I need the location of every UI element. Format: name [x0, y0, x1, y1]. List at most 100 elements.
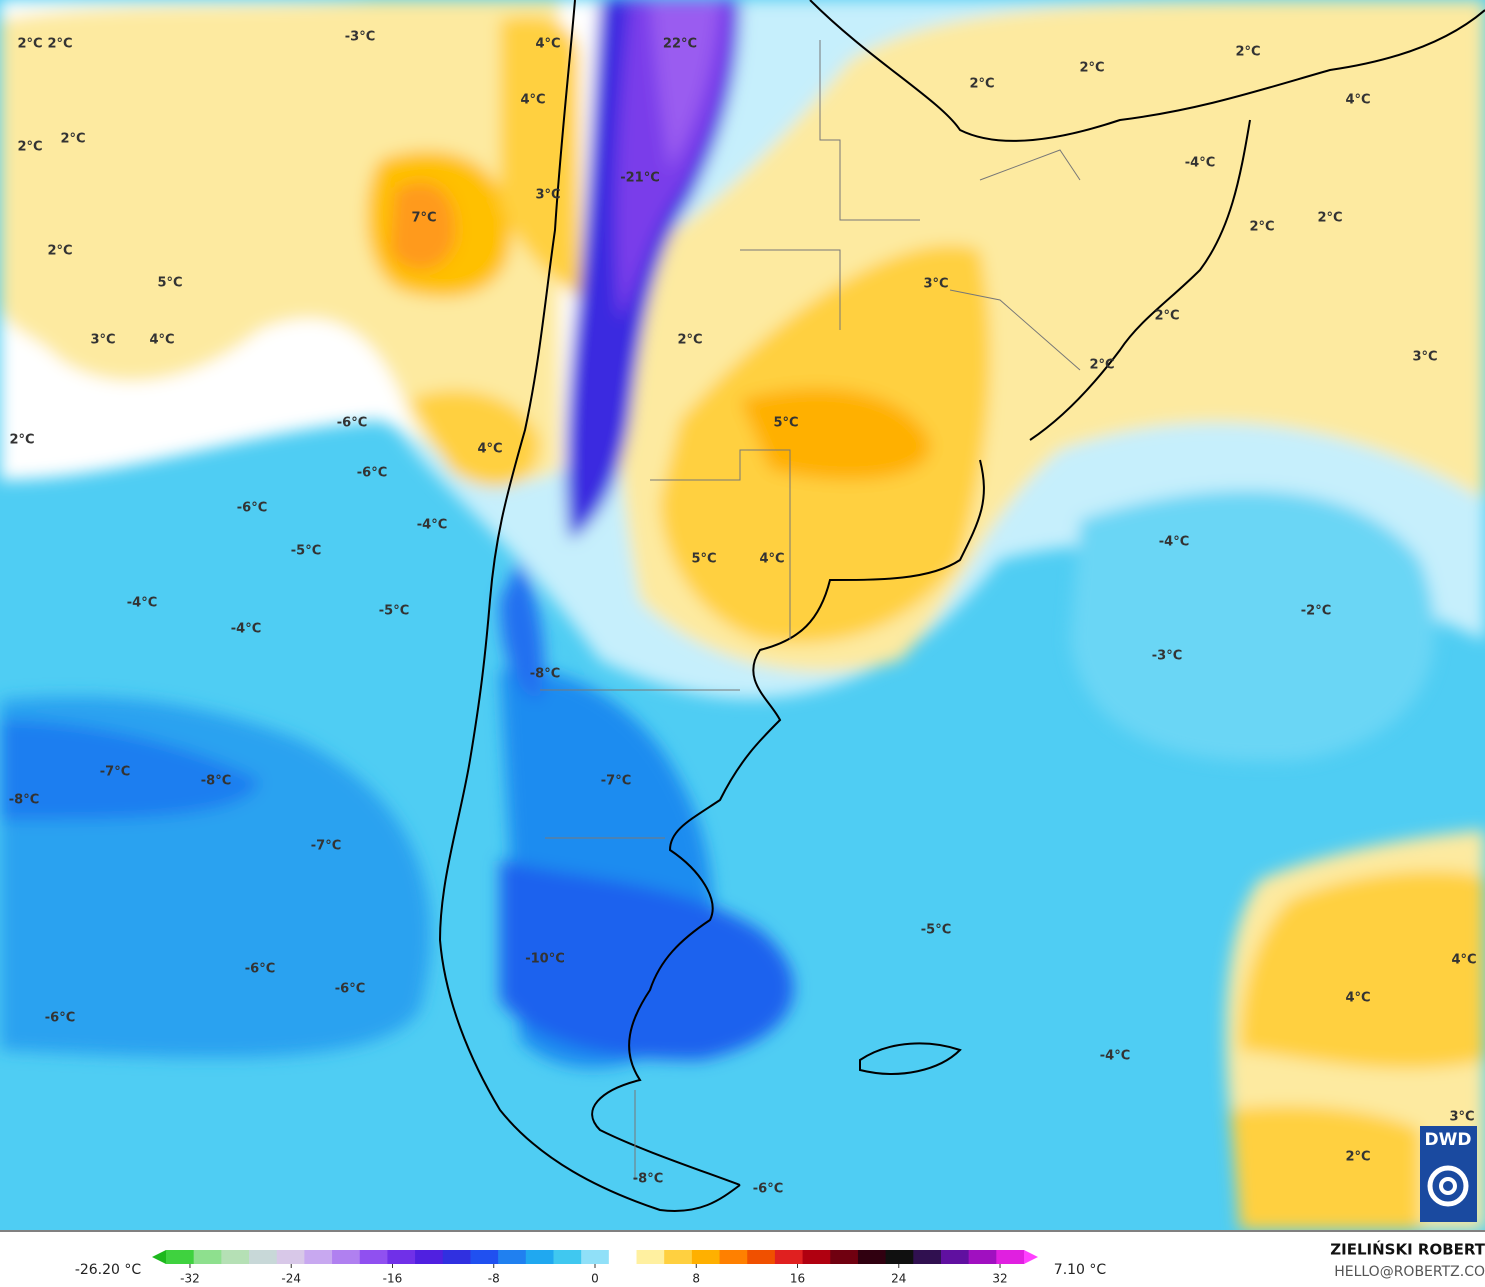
borders — [540, 40, 1081, 1180]
colorbar-swatch — [470, 1250, 499, 1264]
colorbar-swatch — [996, 1250, 1025, 1264]
temperature-label: -2°C — [1301, 604, 1331, 619]
temperature-label: -7°C — [311, 839, 341, 854]
colorbar-tick-label: 0 — [591, 1272, 599, 1286]
temperature-label: -8°C — [201, 774, 231, 789]
dwd-logo: DWD — [1420, 1126, 1477, 1222]
colorbar-tick-label: -24 — [281, 1272, 301, 1286]
colorbar-swatch — [802, 1250, 831, 1264]
colorbar-end — [1024, 1250, 1038, 1264]
temperature-label: 3°C — [1449, 1110, 1474, 1125]
logo-swirl — [1427, 1165, 1469, 1207]
colorbar-end — [152, 1250, 166, 1264]
colorbar-swatch — [913, 1250, 942, 1264]
temperature-label: 2°C — [1154, 309, 1179, 324]
colorbar-swatch — [608, 1250, 638, 1264]
logo-swirl-inner — [1439, 1177, 1457, 1195]
temperature-label: -6°C — [357, 466, 387, 481]
colorbar-swatch — [664, 1250, 693, 1264]
temperature-label: 2°C — [1317, 211, 1342, 226]
colorbar-swatch — [636, 1250, 665, 1264]
temperature-label: 3°C — [90, 333, 115, 348]
colorbar-tick-label: -8 — [488, 1272, 500, 1286]
temperature-label: 5°C — [773, 416, 798, 431]
temperature-label: 4°C — [1451, 953, 1476, 968]
temperature-map: 2°C 2°C -3°C 4°C 22°C 4°C 2°C 2°C -21°C 3°C 7°C 2°C… — [0, 0, 1485, 1230]
colorbar-tick-label: 16 — [790, 1272, 805, 1286]
temperature-label: -8°C — [530, 667, 560, 682]
temperature-label: 3°C — [1412, 350, 1437, 365]
colorbar-swatch — [885, 1250, 914, 1264]
colorbar-swatch — [193, 1250, 222, 1264]
colorbar-max: 7.10 °C — [1054, 1262, 1107, 1278]
temperature-label: -6°C — [245, 962, 275, 977]
temperature-label: -6°C — [237, 501, 267, 516]
colorbar: -32 -24 -16 -8 0 8 16 24 32 — [152, 1250, 1038, 1286]
temperature-label: 2°C — [1079, 61, 1104, 76]
temperature-label: -6°C — [337, 416, 367, 431]
colorbar-swatch — [332, 1250, 361, 1264]
temperature-label: 3°C — [923, 277, 948, 292]
colorbar-swatch — [304, 1250, 333, 1264]
temperature-fields — [0, 0, 1485, 1230]
colorbar-swatch — [415, 1250, 444, 1264]
colorbar-tick-label: -16 — [383, 1272, 403, 1286]
footer: -26.20 °C 7.10 °C -32 -24 -16 -8 0 8 16 24 32 ZI… — [0, 1230, 1485, 1287]
colorbar-swatch — [968, 1250, 997, 1264]
temperature-label: 2°C — [47, 244, 72, 259]
colorbar-min: -26.20 °C — [75, 1262, 142, 1278]
temperature-label: 4°C — [149, 333, 174, 348]
temperature-label: 4°C — [477, 442, 502, 457]
temperature-label: -8°C — [9, 793, 39, 808]
temperature-label: 2°C — [9, 433, 34, 448]
colorbar-swatch — [940, 1250, 970, 1264]
temperature-label: -4°C — [231, 622, 261, 637]
temperature-label: 5°C — [157, 276, 182, 291]
temperature-label: 4°C — [1345, 991, 1370, 1006]
contact: HELLO@ROBERTZ.CO — [1334, 1264, 1485, 1280]
colorbar-swatch — [249, 1250, 278, 1264]
colorbar-swatch — [359, 1250, 388, 1264]
temperature-label: 4°C — [759, 552, 784, 567]
temperature-label: -5°C — [921, 923, 951, 938]
temperature-label: 4°C — [1345, 93, 1370, 108]
colorbar-swatch — [276, 1250, 305, 1264]
temperature-label: -6°C — [45, 1011, 75, 1026]
temperature-label: 2°C — [1235, 45, 1260, 60]
map-labels: 2°C 2°C -3°C 4°C 22°C 4°C 2°C 2°C -21°C 3°C 7°C 2°C… — [9, 30, 1477, 1197]
temperature-label: -5°C — [379, 604, 409, 619]
author: ZIELIŃSKI ROBERT — [1330, 1240, 1485, 1259]
temperature-label: -4°C — [1100, 1049, 1130, 1064]
colorbar-swatch — [498, 1250, 527, 1264]
temperature-label: 4°C — [535, 37, 560, 52]
temperature-label: -3°C — [345, 30, 375, 45]
temperature-label: 2°C — [17, 140, 42, 155]
temperature-label: 2°C — [1345, 1150, 1370, 1165]
colorbar-swatch — [166, 1250, 195, 1264]
colorbar-swatch — [830, 1250, 859, 1264]
colorbar-swatch — [553, 1250, 582, 1264]
colorbar-swatch — [857, 1250, 887, 1264]
temperature-label: 2°C — [969, 77, 994, 92]
colorbar-swatch — [581, 1250, 610, 1264]
temperature-label: -5°C — [291, 544, 321, 559]
temperature-label: 3°C — [535, 188, 560, 203]
temperature-label: 2°C — [60, 132, 85, 147]
temperature-label: 7°C — [411, 211, 436, 226]
temperature-label: -4°C — [1185, 156, 1215, 171]
temperature-label: -6°C — [753, 1182, 783, 1197]
temperature-label: 5°C — [691, 552, 716, 567]
temperature-label: -7°C — [100, 765, 130, 780]
colorbar-tick-label: 32 — [992, 1272, 1007, 1286]
coastlines — [438, 0, 1485, 1212]
colorbar-swatch — [387, 1250, 416, 1264]
temperature-label: 4°C — [520, 93, 545, 108]
colorbar-tick-label: 24 — [891, 1272, 906, 1286]
colorbar-tick-label: 8 — [692, 1272, 700, 1286]
temperature-label: -7°C — [601, 774, 631, 789]
colorbar-swatch — [442, 1250, 471, 1264]
temperature-label: -21°C — [620, 171, 660, 186]
temperature-label: -4°C — [127, 596, 157, 611]
temperature-label: -4°C — [417, 518, 447, 533]
